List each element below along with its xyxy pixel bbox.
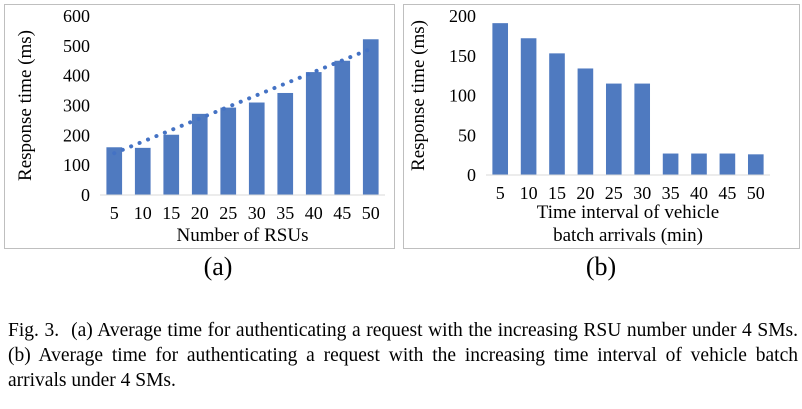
caption-label: Fig. 3.: [8, 320, 60, 341]
x-axis-label: batch arrivals (min): [553, 225, 703, 246]
x-axis-label: Time interval of vehicle: [537, 202, 719, 223]
bar-chart-b: 0 50 100 150 200 5 10 15 20 25 30 35 40 45 50 Response …: [408, 6, 770, 246]
bar: [305, 72, 322, 195]
y-tick-label: 600: [63, 6, 90, 26]
x-tick-label: 40: [305, 203, 323, 223]
y-axis-label: Response time (ms): [15, 30, 36, 181]
x-tick-label: 40: [690, 183, 708, 203]
x-tick-label: 30: [248, 203, 266, 223]
bar: [334, 60, 351, 195]
y-tick-label: 300: [63, 96, 90, 116]
bar: [691, 153, 707, 175]
x-tick-label: 5: [496, 183, 505, 203]
caption-text: (a) Average time for authenticating a re…: [8, 320, 798, 391]
y-tick-label: 400: [63, 66, 90, 86]
subfigure-label-a: (a): [203, 252, 233, 281]
chart-panel-a: 0 100 200 300 400 500 600 5 10 15 20 25 30 35 40 45 50 Re…: [4, 4, 395, 249]
trendline: [112, 46, 373, 156]
y-tick-label: 100: [63, 155, 90, 175]
y-tick-label: 0: [467, 165, 476, 185]
chart-panel-b: 0 50 100 150 200 5 10 15 20 25 30 35 40 45 50 Response …: [403, 4, 800, 249]
bar: [134, 147, 151, 195]
bar: [220, 107, 237, 195]
bar: [549, 53, 565, 175]
subfigure-label-b: (b): [585, 252, 617, 281]
bar: [605, 83, 622, 175]
x-tick-label: 35: [662, 183, 680, 203]
bar: [362, 39, 379, 195]
bar: [634, 83, 651, 175]
x-tick-label: 45: [718, 183, 736, 203]
bar: [520, 38, 537, 176]
y-tick-label: 200: [63, 125, 90, 145]
bar: [719, 153, 736, 175]
y-tick-label: 500: [63, 36, 90, 56]
bar: [747, 154, 764, 175]
x-tick-label: 45: [333, 203, 351, 223]
bar: [277, 92, 294, 195]
x-tick-label: 20: [576, 183, 594, 203]
bar: [662, 153, 679, 175]
x-tick-label: 50: [362, 203, 380, 223]
y-axis-label: Response time (ms): [408, 20, 429, 171]
x-tick-label: 15: [548, 183, 566, 203]
x-tick-label: 10: [520, 183, 538, 203]
x-tick-label: 5: [110, 203, 119, 223]
x-tick-label: 10: [134, 203, 152, 223]
figure-caption: Fig. 3. (a) Average time for authenticati…: [8, 318, 798, 393]
x-tick-label: 20: [191, 203, 209, 223]
x-axis-label: Number of RSUs: [177, 225, 309, 246]
x-tick-label: 50: [747, 183, 765, 203]
x-tick-label: 35: [276, 203, 294, 223]
y-tick-label: 50: [458, 125, 476, 145]
y-tick-label: 150: [449, 46, 476, 66]
y-tick-label: 0: [81, 185, 90, 205]
y-tick-label: 100: [449, 86, 476, 106]
y-tick-label: 200: [449, 6, 476, 26]
bar-chart-a: 0 100 200 300 400 500 600 5 10 15 20 25 30 35 40 45 50 Re…: [15, 6, 385, 246]
bar: [106, 147, 123, 195]
bar: [191, 113, 208, 195]
x-tick-label: 15: [162, 203, 180, 223]
x-tick-label: 30: [633, 183, 651, 203]
x-tick-label: 25: [219, 203, 237, 223]
bar: [577, 68, 594, 175]
bar: [163, 134, 180, 195]
bar: [248, 102, 265, 195]
bar: [492, 23, 509, 176]
x-tick-label: 25: [605, 183, 623, 203]
